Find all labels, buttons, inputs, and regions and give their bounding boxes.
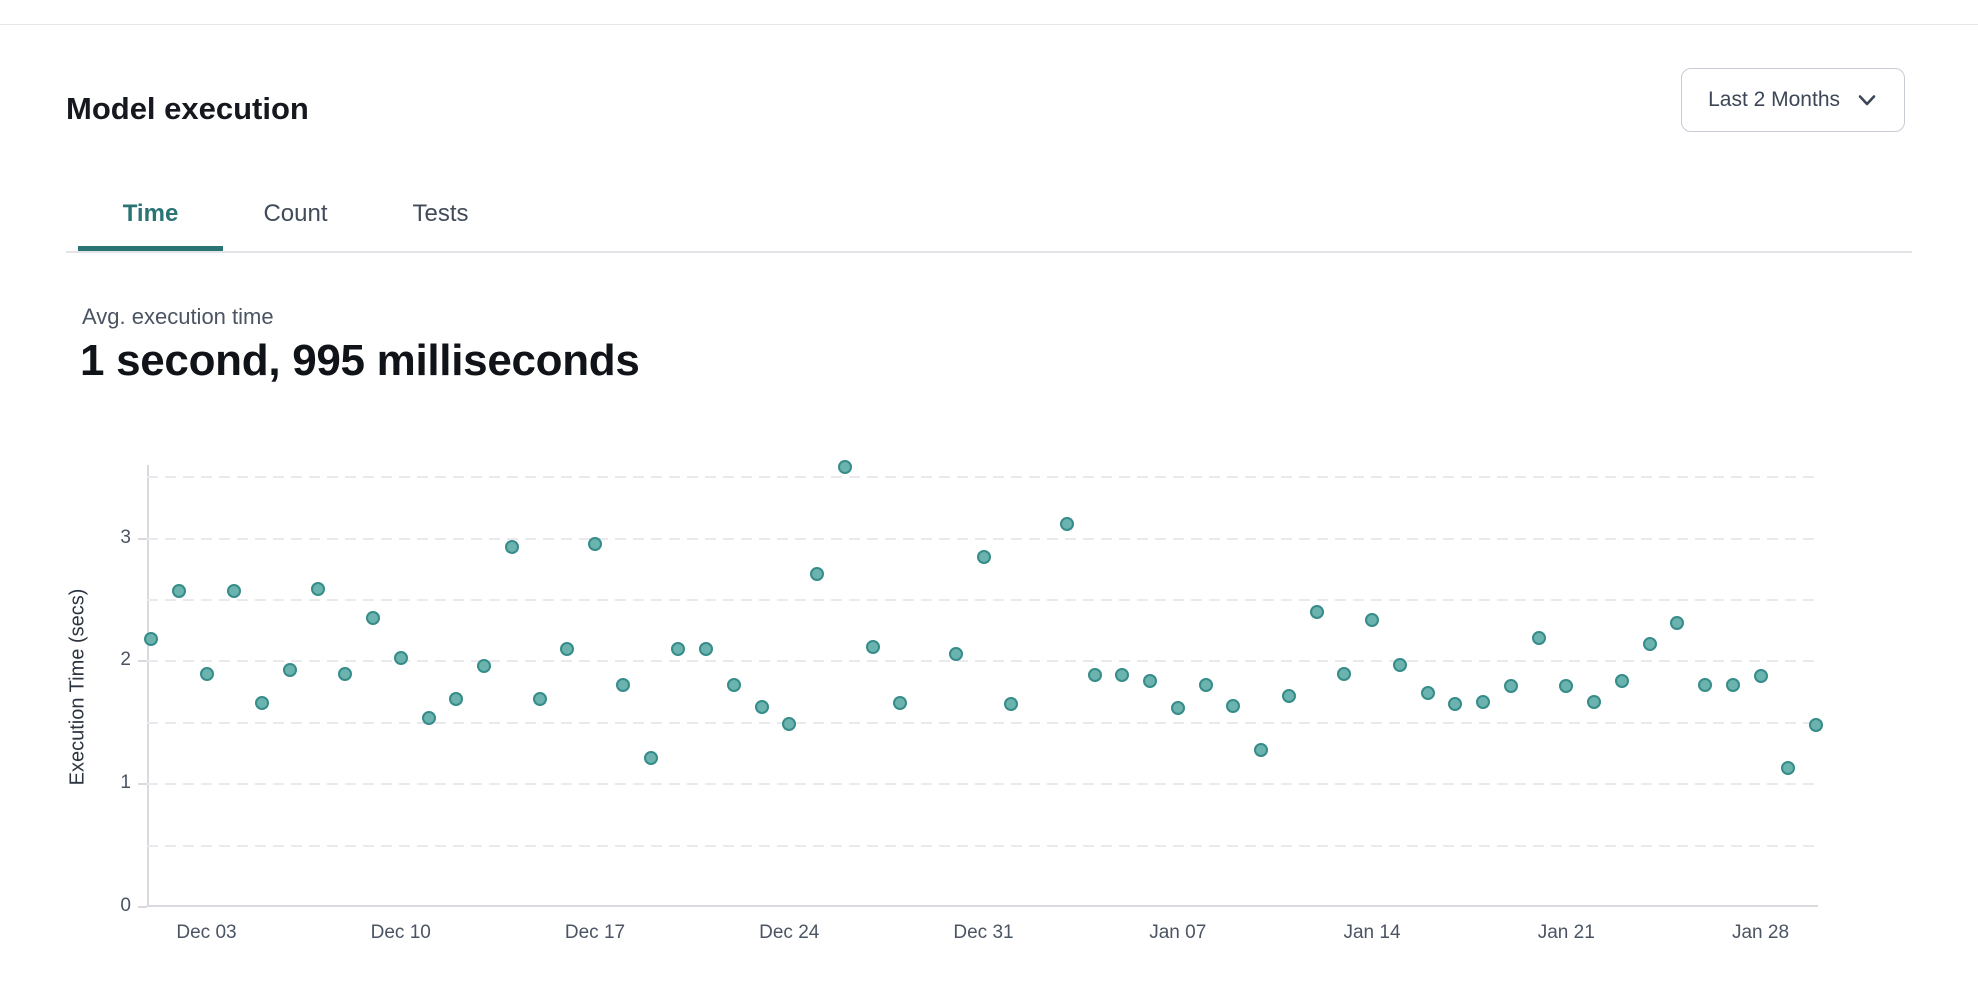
y-tick-mark — [138, 537, 147, 540]
data-point[interactable] — [1365, 612, 1379, 627]
data-point[interactable] — [671, 642, 686, 657]
data-point[interactable] — [1587, 694, 1601, 709]
gridline — [147, 476, 1818, 479]
data-point[interactable] — [1420, 686, 1435, 701]
date-range-label: Last 2 Months — [1708, 88, 1840, 111]
data-point[interactable] — [338, 666, 353, 681]
x-tick-label: Jan 21 — [1537, 922, 1595, 943]
data-point[interactable] — [1614, 674, 1629, 689]
data-point[interactable] — [1753, 669, 1768, 684]
data-point[interactable] — [1670, 616, 1685, 631]
data-point[interactable] — [477, 659, 491, 674]
data-point[interactable] — [1004, 697, 1019, 712]
data-point[interactable] — [976, 550, 991, 565]
x-tick-label: Jan 28 — [1731, 922, 1790, 943]
tab-bar: Time Count Tests — [66, 198, 1912, 253]
data-point[interactable] — [1198, 677, 1213, 692]
data-point[interactable] — [171, 584, 186, 599]
data-point[interactable] — [1087, 667, 1102, 682]
data-point[interactable] — [1476, 694, 1490, 709]
y-tick-mark — [138, 906, 147, 908]
gridline — [147, 844, 1818, 847]
data-point[interactable] — [449, 692, 464, 707]
y-tick-label: 1 — [120, 772, 131, 794]
data-point[interactable] — [726, 677, 741, 692]
gridline — [147, 783, 1818, 786]
y-tick-mark — [138, 660, 147, 663]
y-tick-label: 3 — [120, 526, 131, 548]
data-point[interactable] — [1226, 698, 1241, 713]
data-point[interactable] — [421, 710, 436, 725]
data-point[interactable] — [893, 696, 908, 711]
data-point[interactable] — [1115, 667, 1130, 682]
data-point[interactable] — [1503, 678, 1518, 693]
data-point[interactable] — [1309, 605, 1324, 620]
data-point[interactable] — [1337, 666, 1352, 681]
data-point[interactable] — [255, 696, 269, 711]
gridline — [147, 660, 1818, 663]
gridline — [147, 599, 1818, 601]
x-tick-label: Dec 17 — [564, 922, 626, 943]
data-point[interactable] — [1531, 631, 1546, 646]
data-point[interactable] — [1254, 742, 1268, 757]
data-point[interactable] — [588, 536, 602, 551]
data-point[interactable] — [837, 460, 852, 475]
data-point[interactable] — [810, 567, 824, 582]
stat-value: 1 second, 995 milliseconds — [80, 336, 640, 385]
data-point[interactable] — [532, 692, 547, 707]
x-tick-label: Dec 03 — [176, 922, 237, 943]
y-axis-line — [147, 465, 149, 907]
data-point[interactable] — [1698, 677, 1712, 692]
data-point[interactable] — [227, 584, 242, 599]
data-point[interactable] — [615, 677, 630, 692]
x-axis-line — [147, 905, 1818, 907]
data-point[interactable] — [1559, 678, 1574, 693]
data-point[interactable] — [782, 717, 797, 732]
y-tick-label: 0 — [120, 895, 131, 916]
data-point[interactable] — [1725, 677, 1740, 692]
data-point[interactable] — [393, 650, 408, 665]
x-tick-label: Dec 31 — [953, 922, 1014, 943]
data-point[interactable] — [1809, 718, 1823, 733]
data-point[interactable] — [504, 540, 519, 555]
tab-count[interactable]: Count — [263, 200, 328, 227]
data-point[interactable] — [310, 581, 325, 596]
data-point[interactable] — [1143, 674, 1157, 689]
data-point[interactable] — [199, 666, 214, 681]
data-point[interactable] — [754, 699, 769, 714]
plot-area: 0 1 2 3 Dec 03 Dec 10 Dec 17 Dec 24 Dec 31 Jan 07… — [120, 460, 1823, 943]
data-point[interactable] — [1642, 637, 1657, 652]
x-tick-label: Jan 14 — [1343, 922, 1401, 943]
x-tick-label: Jan 07 — [1149, 922, 1207, 943]
data-point[interactable] — [1392, 658, 1407, 673]
data-point[interactable] — [144, 632, 158, 647]
data-point[interactable] — [699, 642, 713, 657]
gridline — [147, 721, 1818, 724]
data-point[interactable] — [865, 639, 880, 654]
y-tick-mark — [138, 783, 147, 786]
page-title: Model execution — [66, 90, 309, 126]
y-tick-label: 2 — [120, 649, 131, 671]
date-range-dropdown[interactable]: Last 2 Months — [1681, 68, 1905, 132]
chevron-down-icon — [1856, 89, 1878, 111]
data-point[interactable] — [1059, 516, 1074, 531]
data-point[interactable] — [366, 611, 380, 626]
tab-tests[interactable]: Tests — [412, 200, 469, 227]
tab-time[interactable]: Time — [78, 198, 223, 251]
x-tick-label: Dec 10 — [370, 922, 431, 943]
data-point[interactable] — [643, 751, 658, 766]
data-point[interactable] — [560, 642, 575, 657]
data-point[interactable] — [282, 662, 297, 677]
data-point[interactable] — [948, 647, 963, 662]
data-point[interactable] — [1281, 688, 1296, 703]
data-point[interactable] — [1781, 761, 1796, 776]
x-tick-label: Dec 24 — [759, 922, 820, 943]
y-axis-title: Execution Time (secs) — [66, 588, 89, 786]
page-top-divider — [0, 24, 1978, 25]
data-point[interactable] — [1170, 701, 1185, 716]
data-point[interactable] — [1448, 697, 1463, 712]
gridline — [147, 537, 1818, 540]
stat-label: Avg. execution time — [82, 304, 274, 329]
